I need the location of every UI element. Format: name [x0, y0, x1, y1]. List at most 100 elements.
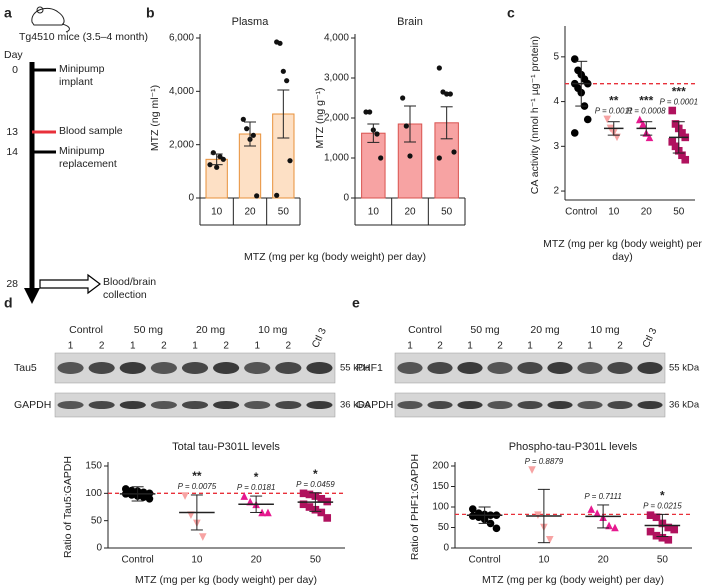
blot-lane-label: 1	[130, 341, 136, 352]
y-tick-label: 4	[553, 96, 559, 107]
data-point	[444, 91, 450, 97]
data-point	[299, 489, 308, 498]
data-point	[187, 511, 195, 519]
data-point	[367, 109, 373, 115]
y-tick-label: 2,000	[324, 113, 349, 124]
blot-lane-label: 1	[587, 341, 593, 352]
data-point	[139, 493, 148, 501]
collection-arrow	[39, 273, 101, 295]
panel-letter: b	[146, 5, 155, 21]
y-tick-label: 4,000	[324, 33, 349, 44]
data-point	[587, 505, 596, 513]
blot-band	[119, 401, 146, 409]
x-tick-label: 20	[598, 555, 610, 566]
timeline-event-label: Blood/brain collection	[103, 276, 157, 301]
mouse-icon	[31, 6, 70, 33]
significance-stars: **	[192, 469, 202, 483]
blot-band	[607, 362, 633, 374]
p-value: P = 0.0075	[178, 482, 217, 491]
significance-stars: **	[609, 94, 619, 108]
blot-band	[427, 401, 453, 409]
data-point	[678, 129, 686, 137]
data-point	[447, 91, 453, 97]
data-point	[664, 536, 673, 544]
timeline-day: 28	[6, 278, 18, 290]
p-value: P = 0.0001	[659, 98, 698, 107]
data-point	[546, 536, 554, 544]
blot-band	[637, 401, 663, 409]
x-tick-label: 50	[310, 555, 322, 566]
blot-extra-lane: Ctl 3	[641, 326, 660, 350]
blot-lane-label: 2	[286, 341, 292, 352]
significance-stars: ***	[672, 85, 686, 99]
data-point	[436, 155, 442, 161]
data-point	[299, 500, 308, 509]
y-tick-label: 3,000	[324, 73, 349, 84]
data-point	[145, 495, 154, 503]
data-point	[652, 513, 661, 522]
chart-title: Phospho-tau-P301L levels	[509, 441, 638, 453]
y-axis-label: MTZ (ng ml⁻¹)	[149, 85, 161, 151]
data-point	[199, 533, 207, 541]
blot-band	[57, 362, 84, 374]
blot-lane-label: 1	[407, 341, 413, 352]
blot-band	[88, 362, 115, 374]
blot-group-label: 50 mg	[134, 324, 163, 336]
blot-band	[397, 401, 423, 409]
x-tick-label: Control	[122, 555, 154, 566]
blot-lane-label: 2	[497, 341, 503, 352]
data-point	[681, 155, 690, 164]
y-tick-label: 0	[96, 543, 102, 554]
y-tick-label: 4,000	[169, 86, 194, 97]
blot-band	[547, 362, 573, 374]
data-point	[678, 151, 686, 160]
x-tick-label: 10	[211, 207, 223, 218]
significance-stars: *	[313, 467, 318, 481]
data-point	[214, 164, 220, 170]
data-point	[668, 106, 677, 115]
y-tick-label: 0	[343, 193, 349, 204]
data-point	[468, 505, 477, 513]
panel-letter: a	[4, 5, 12, 21]
error-bar	[244, 121, 256, 147]
data-point	[274, 192, 280, 198]
blot-band	[213, 401, 240, 409]
timeline-day: 0	[12, 64, 18, 76]
p-value: P = 0.0011	[595, 107, 633, 116]
blot-band	[457, 401, 483, 409]
error-bar	[404, 105, 416, 143]
p-value: P = 0.0181	[237, 483, 276, 492]
blot-kda: 55 kDa	[340, 363, 371, 374]
data-point	[250, 132, 256, 138]
data-point	[277, 40, 283, 46]
data-point	[305, 503, 314, 511]
blot-lane-label: 1	[467, 341, 473, 352]
y-tick-label: 3	[553, 141, 559, 152]
data-point	[652, 531, 661, 540]
chart-title: Brain	[397, 16, 423, 28]
data-point	[639, 120, 647, 128]
data-point	[305, 490, 314, 499]
blot-lane-label: 2	[557, 341, 563, 352]
data-point	[646, 527, 655, 536]
data-point	[451, 149, 457, 155]
data-point	[593, 509, 601, 517]
timeline-event-label: Minipump implant	[59, 63, 105, 88]
blot-band	[577, 401, 603, 409]
y-tick-label: 50	[91, 515, 103, 526]
y-tick-label: 2,000	[169, 139, 194, 150]
data-point	[611, 523, 619, 532]
data-point	[240, 492, 249, 500]
timeline-axis-label: Day	[4, 49, 23, 61]
x-tick-label: Control	[469, 555, 501, 566]
x-tick-label: 10	[368, 207, 380, 218]
data-point	[207, 162, 213, 168]
significance-stars: *	[660, 489, 665, 503]
x-axis-label: MTZ (mg per kg (body weight) per day)	[135, 574, 317, 586]
data-point	[534, 511, 542, 519]
y-tick-label: 200	[432, 461, 449, 472]
y-tick-label: 0	[188, 193, 194, 204]
error-bar	[277, 89, 290, 139]
data-point	[668, 138, 677, 146]
y-tick-label: 50	[438, 522, 450, 533]
